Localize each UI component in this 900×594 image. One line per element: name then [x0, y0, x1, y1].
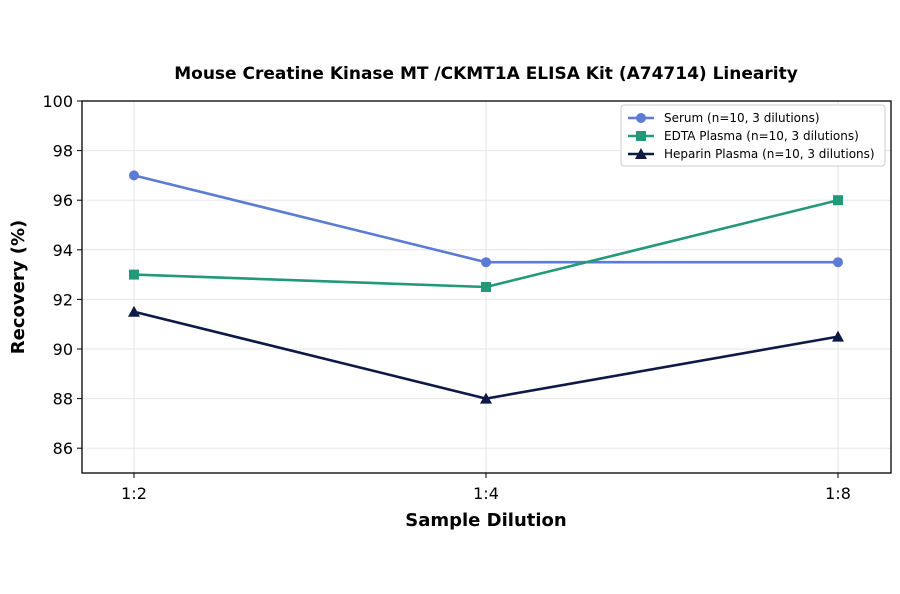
data-point [833, 195, 843, 206]
data-point [832, 330, 844, 342]
series-2 [129, 195, 843, 292]
data-point [128, 305, 140, 317]
y-tick-label: 92 [53, 290, 73, 309]
y-tick-label: 94 [53, 241, 73, 260]
tick-labels: 86 88 90 92 94 96 98 100 1:2 1:4 1:8 [42, 92, 850, 503]
x-axis-label: Sample Dilution [405, 510, 566, 531]
y-tick-label: 90 [53, 340, 73, 359]
series-3 [128, 305, 844, 404]
legend-entry: Serum (n=10, 3 dilutions) [628, 111, 820, 125]
legend-label: Serum (n=10, 3 dilutions) [664, 111, 820, 125]
series-1 [129, 170, 843, 268]
data-point [129, 170, 139, 181]
x-tick-label: 1:2 [121, 484, 147, 503]
legend-entry: EDTA Plasma (n=10, 3 dilutions) [628, 129, 859, 143]
y-tick-label: 96 [53, 191, 73, 210]
x-tick-label: 1:4 [473, 484, 499, 503]
data-point [480, 392, 492, 404]
legend-label: EDTA Plasma (n=10, 3 dilutions) [664, 129, 859, 143]
legend: Serum (n=10, 3 dilutions) EDTA Plasma (n=… [620, 104, 886, 167]
data-point [481, 257, 491, 268]
legend-marker [636, 113, 646, 123]
x-tick-label: 1:8 [825, 484, 851, 503]
legend-entry: Heparin Plasma (n=10, 3 dilutions) [628, 147, 875, 161]
legend-marker [635, 148, 647, 159]
chart-title: Mouse Creatine Kinase MT /CKMT1A ELISA K… [174, 64, 798, 84]
y-tick-label: 86 [53, 439, 73, 458]
data-point [481, 282, 491, 292]
data-point [129, 269, 139, 280]
legend-label: Heparin Plasma (n=10, 3 dilutions) [664, 147, 875, 161]
y-tick-label: 88 [53, 390, 73, 409]
data-point [833, 257, 843, 268]
legend-marker [636, 131, 646, 141]
legend-box [620, 104, 886, 167]
y-axis-label: Recovery (%) [8, 220, 29, 354]
y-tick-label: 98 [53, 142, 73, 161]
y-tick-label: 100 [42, 92, 73, 111]
series-layer [128, 170, 844, 404]
